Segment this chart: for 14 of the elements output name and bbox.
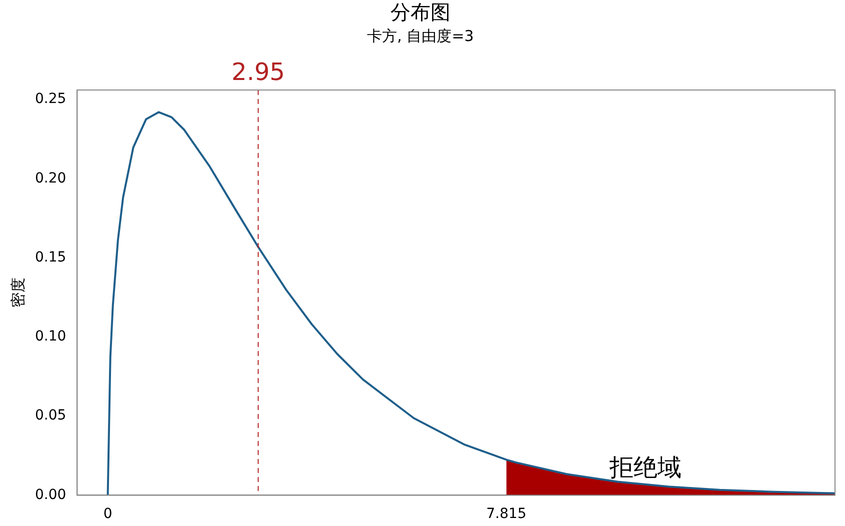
y-tick-label: 0.05 [35, 408, 66, 424]
chart-subtitle: 卡方, 自由度=3 [367, 26, 474, 45]
y-tick-label: 0.10 [35, 328, 66, 345]
y-axis-title: 密度 [8, 278, 27, 308]
line-series [106, 111, 835, 496]
y-tick-label: 0.25 [35, 91, 66, 108]
y-tick-label: 0.00 [35, 486, 66, 503]
ref-line-label: 2.95 [231, 58, 285, 86]
y-tick-label: 0.15 [35, 249, 66, 266]
annotation: 拒绝域 [608, 453, 682, 482]
y-tick-label: 0.20 [35, 170, 66, 186]
x-tick-label: 0 [103, 506, 112, 522]
chart-title: 分布图 [390, 0, 450, 24]
x-tick-label: 7.815 [486, 506, 526, 522]
